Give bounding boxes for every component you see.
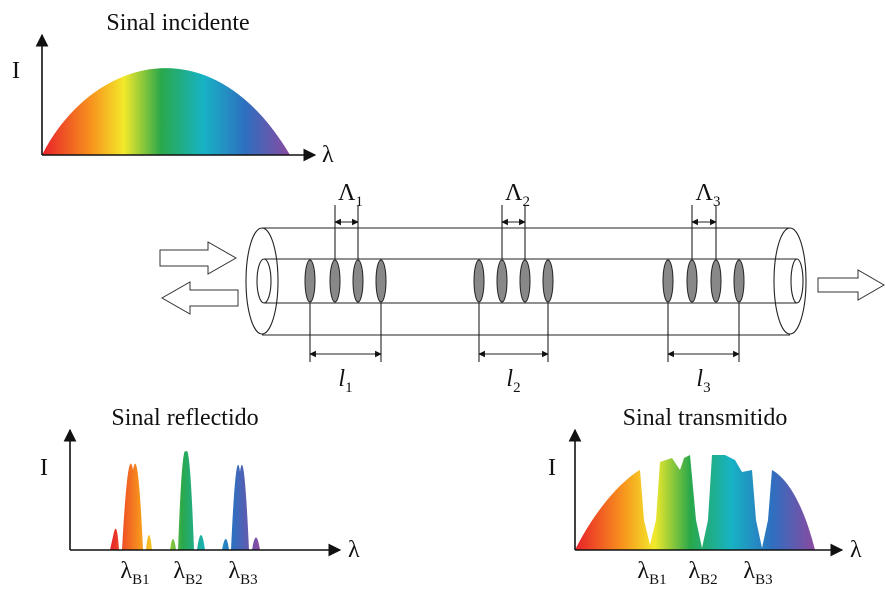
- core-end: [790, 258, 804, 304]
- symbol-label: λB3: [228, 558, 257, 588]
- symbol: l: [338, 366, 345, 392]
- subscript: B1: [132, 572, 150, 588]
- transmitted-plot: Sinal transmitido I λ λB1 λB2 λB3: [548, 405, 862, 588]
- grating-plane: [542, 259, 554, 303]
- period-guide: [501, 205, 526, 259]
- grating-plane: [352, 259, 364, 303]
- period-guide: [334, 205, 359, 259]
- symbol-label: l1: [338, 366, 352, 396]
- symbol: λ: [743, 558, 755, 584]
- reflected-arrow: [160, 281, 239, 315]
- symbol: λ: [120, 558, 132, 584]
- symbol-label: λB2: [688, 558, 717, 588]
- symbol: l: [696, 366, 703, 392]
- input-arrow: [159, 241, 238, 275]
- symbol-label: l3: [696, 366, 710, 396]
- symbol: λ: [637, 558, 649, 584]
- symbol: λ: [688, 558, 700, 584]
- symbol-label: λB3: [743, 558, 772, 588]
- symbol: l: [506, 366, 513, 392]
- x-label: λ: [322, 142, 334, 168]
- subscript: B2: [700, 572, 718, 588]
- subscript: B3: [755, 572, 773, 588]
- grating-plane: [329, 259, 341, 303]
- grating-plane: [375, 259, 387, 303]
- symbol: λ: [228, 558, 240, 584]
- y-label: I: [12, 58, 20, 84]
- subscript: 1: [345, 380, 353, 396]
- reflected-plot: Sinal reflectido I λ λB1 λB2 λB3: [40, 405, 360, 588]
- output-arrow: [817, 269, 885, 301]
- length-guide: [309, 303, 382, 362]
- symbol-label: Λ3: [696, 180, 721, 210]
- grating-plane: [304, 259, 316, 303]
- grating-plane: [519, 259, 531, 303]
- grating-plane: [496, 259, 508, 303]
- symbol: Λ: [505, 180, 523, 206]
- symbol: λ: [173, 558, 185, 584]
- subscript: B2: [185, 572, 203, 588]
- grating-plane: [686, 259, 698, 303]
- title: Sinal transmitido: [623, 405, 788, 431]
- subscript: 1: [355, 194, 363, 210]
- grating-plane: [662, 259, 674, 303]
- cladding-end: [773, 227, 807, 335]
- core-end: [256, 258, 272, 304]
- symbol-label: Λ1: [338, 180, 363, 210]
- subscript: 2: [513, 380, 521, 396]
- subscript: B1: [649, 572, 667, 588]
- length-guide: [667, 303, 740, 362]
- title: Sinal reflectido: [111, 405, 258, 431]
- subscript: 3: [703, 380, 711, 396]
- transmitted-spectrum: [575, 455, 815, 550]
- period-guide: [691, 205, 717, 259]
- core: [264, 258, 797, 304]
- y-label: I: [548, 455, 556, 481]
- grating-plane: [733, 259, 745, 303]
- grating-plane: [473, 259, 485, 303]
- x-label: λ: [348, 537, 360, 563]
- title: Sinal incidente: [106, 10, 249, 36]
- x-label: λ: [850, 537, 862, 563]
- incident-spectrum: [42, 68, 290, 155]
- incident-plot: Sinal incidente I λ: [12, 10, 334, 168]
- subscript: 3: [713, 194, 721, 210]
- length-guide: [478, 303, 549, 362]
- cladding: [262, 227, 790, 336]
- symbol-label: l2: [506, 366, 520, 396]
- grating-plane: [710, 259, 722, 303]
- symbol: Λ: [338, 180, 356, 206]
- symbol-label: λB1: [120, 558, 149, 588]
- cladding-end: [245, 227, 279, 335]
- subscript: B3: [240, 572, 258, 588]
- reflected-spectrum: [110, 450, 260, 550]
- symbol-label: Λ2: [505, 180, 530, 210]
- subscript: 2: [522, 194, 530, 210]
- symbol: Λ: [696, 180, 714, 206]
- symbol-label: λB1: [637, 558, 666, 588]
- symbol-label: λB2: [173, 558, 202, 588]
- y-label: I: [40, 455, 48, 481]
